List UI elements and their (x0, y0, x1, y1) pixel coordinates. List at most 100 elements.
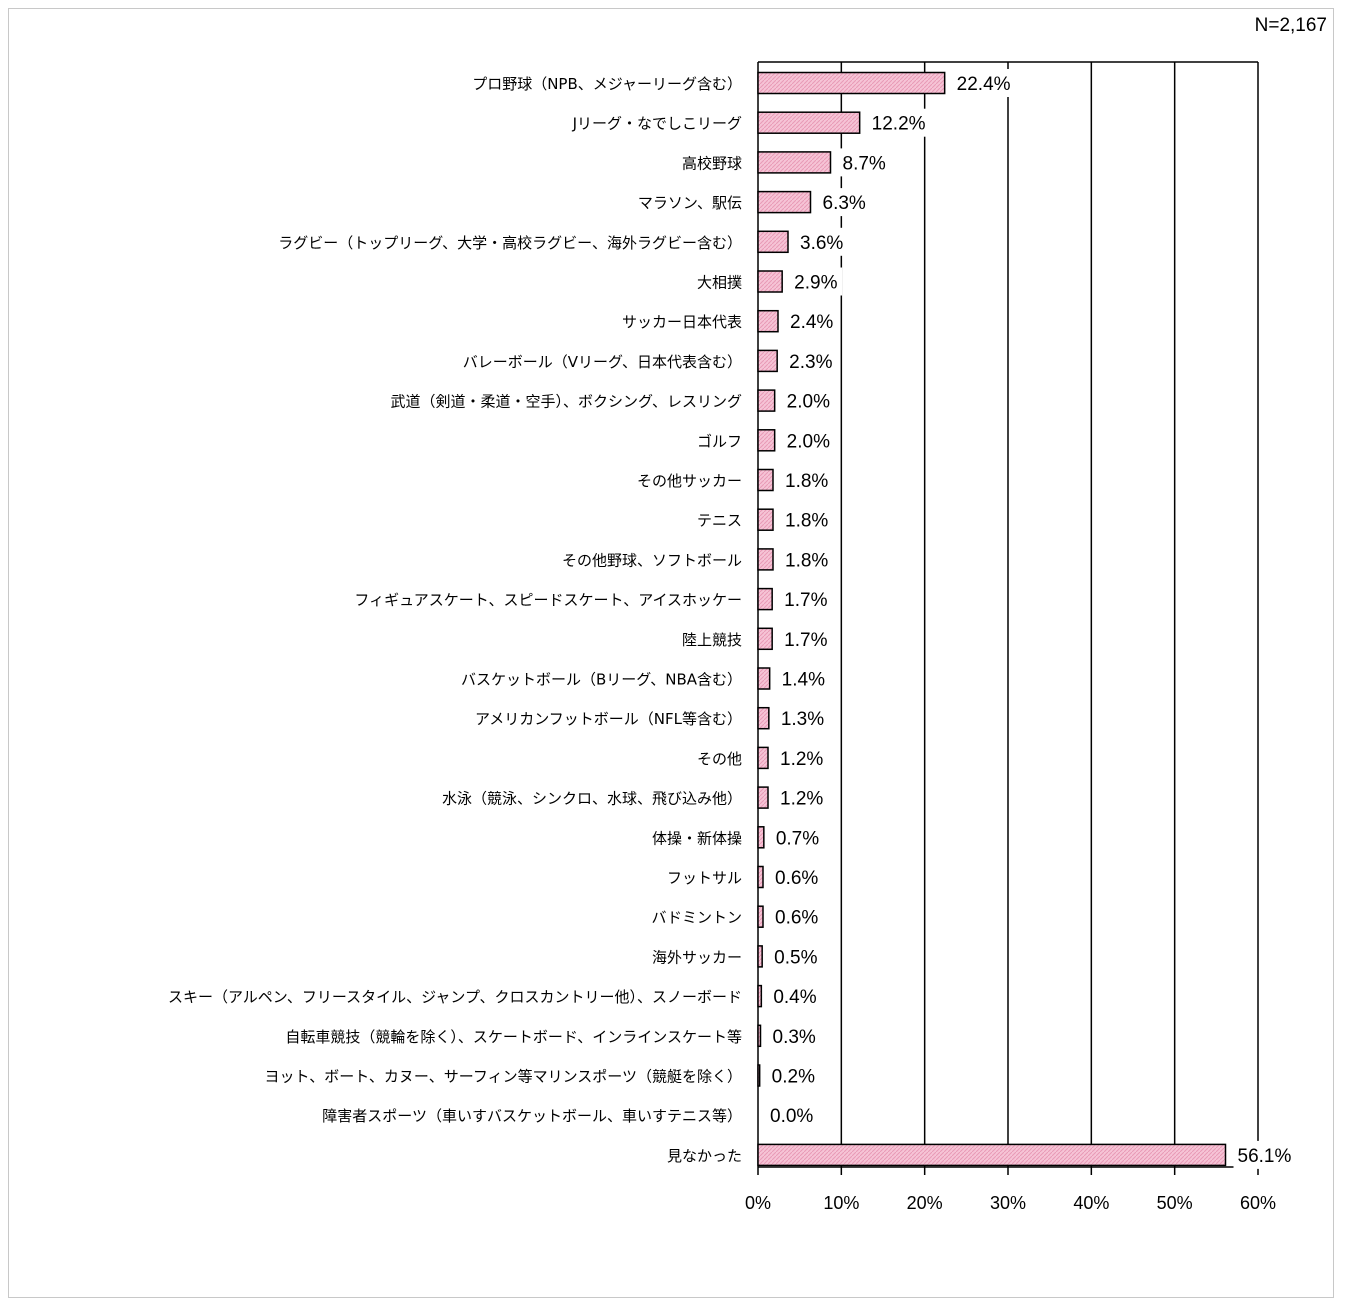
bar (757, 1143, 1227, 1167)
value-label: 1.2% (780, 749, 823, 770)
value-label: 2.0% (787, 392, 830, 413)
value-label: 3.6% (800, 233, 843, 254)
sample-size-label: N=2,167 (1254, 15, 1327, 36)
value-label-backdrop (796, 227, 848, 256)
category-label: 陸上競技 (682, 631, 742, 649)
bar (757, 1064, 761, 1087)
value-label-backdrop (781, 545, 833, 574)
category-label: 障害者スポーツ（車いすバスケットボール、車いすテニス等） (322, 1107, 742, 1125)
value-label-backdrop (818, 188, 871, 217)
bar (757, 389, 776, 412)
value-label-backdrop (782, 386, 835, 415)
value-label: 8.7% (843, 153, 886, 174)
bar (757, 826, 765, 849)
category-label: その他 (697, 750, 742, 768)
bar (757, 151, 832, 174)
x-tick-label: 60% (1240, 1193, 1276, 1213)
x-tick-label: 0% (745, 1193, 771, 1213)
value-label: 1.8% (785, 471, 828, 492)
bar (757, 270, 783, 293)
bar (757, 587, 773, 611)
bar (757, 627, 773, 651)
value-label: 56.1% (1238, 1146, 1292, 1167)
value-label: 1.7% (784, 630, 827, 651)
bar (757, 111, 861, 134)
category-label: 大相撲 (697, 274, 742, 292)
category-label: 体操・新体操 (652, 829, 742, 847)
value-label: 1.4% (782, 670, 825, 691)
category-label: サッカー日本代表 (622, 313, 742, 331)
value-label-backdrop (771, 863, 823, 891)
value-label-backdrop (780, 624, 833, 653)
value-label: 0.4% (773, 987, 816, 1008)
value-label-backdrop (786, 307, 838, 336)
value-label: 2.9% (794, 273, 837, 294)
value-label-backdrop (766, 1101, 818, 1130)
value-label: 2.4% (790, 312, 833, 333)
category-label: 武道（剣道・柔道・空手）、ボクシング、レスリング (391, 393, 742, 411)
category-label: ラグビー（トップリーグ、大学・高校ラグビー、海外ラグビー含む） (278, 234, 742, 252)
value-label-backdrop (769, 982, 822, 1011)
x-tick-label: 50% (1157, 1193, 1193, 1213)
x-tick-label: 10% (823, 1193, 859, 1213)
value-label-backdrop (768, 1021, 821, 1050)
category-label: その他サッカー (637, 472, 742, 490)
value-label: 0.7% (776, 828, 819, 849)
category-label: ヨット、ボート、カヌー、サーフィン等マリンスポーツ（競艇を除く） (265, 1068, 742, 1086)
bar (757, 309, 779, 333)
category-label: 水泳（競泳、シンクロ、水球、飛び込み他） (442, 790, 742, 808)
value-label: 1.8% (785, 511, 828, 532)
bar (757, 468, 774, 492)
category-label: 高校野球 (682, 154, 742, 172)
value-label-backdrop (770, 942, 823, 971)
value-label: 6.3% (823, 193, 866, 214)
value-label: 2.0% (787, 431, 830, 452)
value-label: 1.7% (784, 590, 827, 611)
bar (757, 71, 946, 95)
value-label-backdrop (790, 267, 843, 296)
value-label-backdrop (867, 108, 931, 137)
value-label: 12.2% (872, 114, 926, 135)
value-label-backdrop (767, 1061, 820, 1090)
value-label: 0.3% (773, 1027, 816, 1048)
category-label: その他野球、ソフトボール (562, 551, 742, 569)
bar (757, 548, 774, 571)
value-label: 22.4% (957, 74, 1011, 95)
category-label: フットサル (667, 869, 742, 887)
value-label: 0.6% (775, 868, 818, 889)
category-label: アメリカンフットボール（NFL等含む） (475, 710, 742, 728)
value-label-backdrop (1233, 1140, 1297, 1169)
value-label-backdrop (771, 902, 823, 931)
value-label-backdrop (777, 664, 830, 693)
value-label: 1.8% (785, 550, 828, 571)
value-label: 0.5% (774, 947, 817, 968)
chart-frame (8, 8, 1334, 1298)
bar (757, 349, 778, 373)
value-label: 0.0% (770, 1106, 813, 1127)
bar (757, 1024, 762, 1048)
category-label: 見なかった (667, 1147, 742, 1165)
category-label: 海外サッカー (652, 948, 742, 966)
value-label: 2.3% (789, 352, 832, 373)
x-tick-label: 30% (990, 1193, 1026, 1213)
value-label: 1.2% (780, 789, 823, 810)
value-label-backdrop (952, 69, 1016, 97)
value-label-backdrop (838, 148, 891, 177)
bar (757, 905, 764, 928)
category-label: スキー（アルペン、フリースタイル、ジャンプ、クロスカントリー他）、スノーボード (168, 988, 742, 1006)
category-label: バスケットボール（Bリーグ、NBA含む） (461, 671, 742, 689)
value-label-backdrop (781, 505, 833, 534)
value-label: 0.2% (772, 1067, 815, 1088)
value-label-backdrop (776, 743, 828, 772)
category-label: ゴルフ (697, 432, 742, 450)
bar (757, 230, 789, 254)
category-label: プロ野球（NPB、メジャーリーグ含む） (472, 75, 742, 93)
category-label: Jリーグ・なでしこリーグ (572, 115, 742, 133)
value-label-backdrop (771, 823, 824, 852)
bar (757, 706, 770, 730)
bar (757, 945, 763, 968)
category-label: テニス (697, 512, 742, 530)
value-label: 1.3% (781, 709, 824, 730)
value-label-backdrop (776, 783, 828, 812)
